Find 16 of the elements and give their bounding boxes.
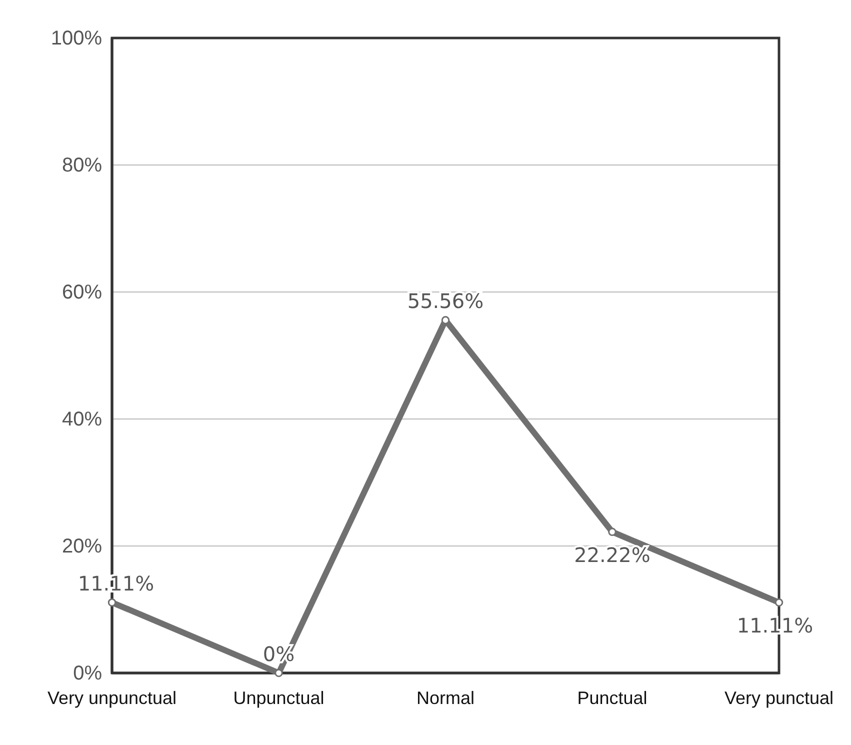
x-tick-label: Normal: [416, 688, 475, 708]
data-label: 55.56%: [407, 289, 484, 314]
x-tick-label: Very punctual: [724, 688, 834, 708]
point: [108, 598, 116, 607]
y-tick-label: 20%: [62, 535, 102, 558]
point: [774, 598, 784, 607]
y-tick-label: 40%: [62, 408, 102, 430]
x-tick-label: Very unpunctual: [47, 688, 177, 708]
x-tick-label: Punctual: [577, 688, 648, 708]
y-tick-label: 80%: [62, 154, 102, 176]
x-tick-label: Unpunctual: [233, 688, 324, 708]
y-tick-label: 0%: [73, 662, 102, 684]
y-tick-label: 60%: [62, 281, 102, 304]
data-label: 22.22%: [574, 542, 650, 567]
point: [608, 528, 616, 536]
y-tick-label: 100%: [50, 27, 102, 50]
